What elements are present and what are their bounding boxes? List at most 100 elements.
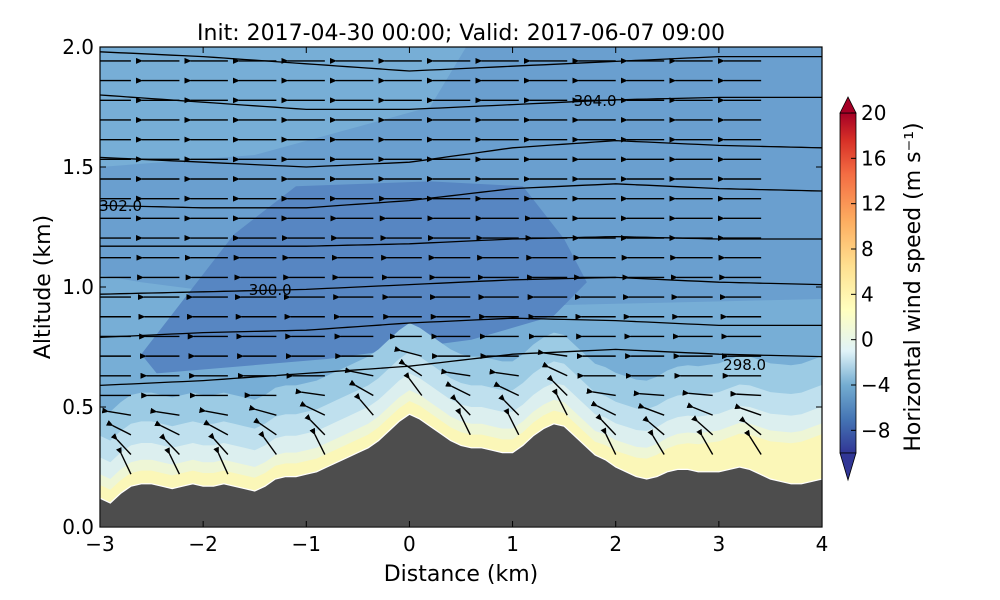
y-axis-label: Altitude (km) [31, 215, 56, 359]
colorbar-tick-label: 0 [861, 328, 874, 352]
wind-vector [590, 400, 617, 416]
wind-vector [586, 388, 616, 397]
x-axis-label: Distance (km) [384, 562, 539, 587]
colorbar-ticks: −8 −4 0 4 8 12 16 20 [851, 101, 890, 442]
wind-vector [295, 388, 325, 397]
wind-vector [348, 379, 374, 397]
isentrope-line [100, 139, 822, 168]
wind-vector [248, 404, 277, 416]
colorbar-extend-min [839, 452, 857, 482]
x-tick-label: −3 [85, 532, 114, 556]
wind-vector [159, 433, 180, 456]
wind-vector [299, 401, 326, 416]
wind-vector [730, 390, 762, 397]
wind-vector [682, 389, 713, 397]
x-tick-label: 0 [403, 532, 416, 556]
isentropes [100, 51, 822, 387]
colorbar-label: Horizontal wind speed (m s⁻¹) [901, 122, 926, 451]
colorbar-tick-label: −8 [861, 418, 890, 442]
isentrope-line [100, 183, 822, 209]
colorbar-tick-label: −4 [861, 373, 890, 397]
wind-vector [637, 402, 665, 416]
isentrope-label: 298.0 [723, 356, 766, 374]
wind-vector [449, 394, 471, 416]
isentrope-line [100, 317, 822, 339]
isentrope-label: 304.0 [574, 92, 617, 110]
x-tick-label: 4 [816, 532, 829, 556]
wind-vector [734, 403, 762, 416]
wind-vector [537, 349, 568, 357]
wind-vector [115, 447, 132, 475]
wind-vector [213, 446, 229, 475]
wind-vectors [100, 57, 762, 475]
wind-vector [105, 420, 132, 436]
x-tick-label: −2 [188, 532, 217, 556]
wind-vector [743, 429, 762, 455]
wind-vector [253, 417, 277, 436]
y-tick-label: 1.0 [62, 275, 94, 299]
wind-vector [110, 433, 132, 455]
x-tick-label: 3 [712, 532, 725, 556]
wind-vector [595, 413, 617, 436]
wind-vector [344, 367, 374, 377]
isentrope-label: 302.0 [99, 197, 142, 215]
isentrope-line [100, 94, 822, 111]
wind-vector [600, 427, 617, 455]
wind-vector [493, 381, 520, 397]
isentrope-label: 300.0 [249, 281, 292, 299]
wind-vector [503, 408, 520, 436]
chart-title: Init: 2017-04-30 00:00; Valid: 2017-06-0… [197, 21, 725, 46]
colorbar-tick-label: 8 [861, 237, 874, 261]
y-tick-label: 2.0 [62, 35, 94, 59]
wind-vector [101, 407, 132, 416]
wind-vector [445, 381, 471, 397]
wind-vector [258, 430, 277, 455]
x-tick-label: 2 [609, 532, 622, 556]
wind-vector [738, 416, 762, 436]
wind-vector [647, 429, 665, 455]
wind-vector [546, 374, 568, 396]
colorbar-tick-label: 12 [861, 192, 886, 216]
colorbar-tick-label: 20 [861, 101, 886, 125]
x-axis: −3 −2 −1 0 1 2 3 4 [85, 47, 828, 556]
wind-vector [455, 407, 471, 436]
isentrope-line [100, 348, 822, 387]
wind-vector [696, 428, 714, 455]
isentrope-labels: 298.0 300.0 302.0 304.0 [99, 92, 766, 374]
wind-vector [203, 419, 229, 436]
wind-vector [304, 413, 326, 436]
plot-area [100, 47, 822, 527]
wind-vector [150, 407, 180, 416]
x-tick-label: 1 [506, 532, 519, 556]
wind-vector [551, 388, 568, 416]
isentrope-line [100, 51, 822, 72]
wind-vector [208, 432, 229, 455]
y-tick-label: 0.5 [62, 395, 94, 419]
wind-vector [353, 393, 374, 416]
wind-vector [541, 361, 568, 377]
wind-vector [642, 415, 665, 436]
colorbar-extend-max [839, 96, 857, 114]
wind-vector [164, 447, 181, 475]
wind-vector [633, 390, 665, 397]
wind-vector [398, 358, 423, 377]
wind-vector [440, 368, 471, 377]
wind-vector [403, 372, 423, 396]
wind-vector [309, 427, 326, 455]
wind-vector [686, 402, 713, 416]
wind-vector [394, 346, 422, 357]
colorbar: −8 −4 0 4 8 12 16 20 Horizontal wind speed (m s… [839, 96, 926, 482]
y-tick-label: 1.5 [62, 155, 94, 179]
terrain-silhouette [100, 413, 822, 527]
wind-vector [691, 415, 714, 436]
y-tick-label: 0.0 [62, 515, 94, 539]
wind-vector [154, 420, 180, 436]
colorbar-gradient [839, 112, 857, 454]
colorbar-tick-label: 16 [861, 146, 886, 170]
isentrope-line [100, 276, 822, 295]
wind-vector [489, 368, 519, 377]
colorbar-tick-label: 4 [861, 282, 874, 306]
wind-vector [498, 394, 520, 416]
